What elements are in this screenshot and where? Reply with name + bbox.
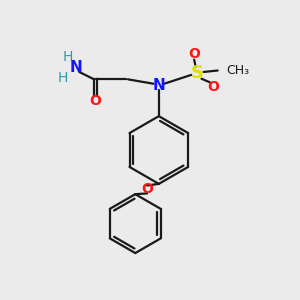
Text: O: O [141, 182, 153, 196]
Text: CH₃: CH₃ [226, 64, 250, 77]
Text: O: O [207, 80, 219, 94]
Text: H: H [58, 71, 68, 85]
Text: N: N [70, 60, 83, 75]
Text: N: N [152, 78, 165, 93]
Text: H: H [62, 50, 73, 64]
Text: O: O [90, 94, 101, 108]
Text: O: O [188, 47, 200, 61]
Text: S: S [190, 64, 204, 82]
